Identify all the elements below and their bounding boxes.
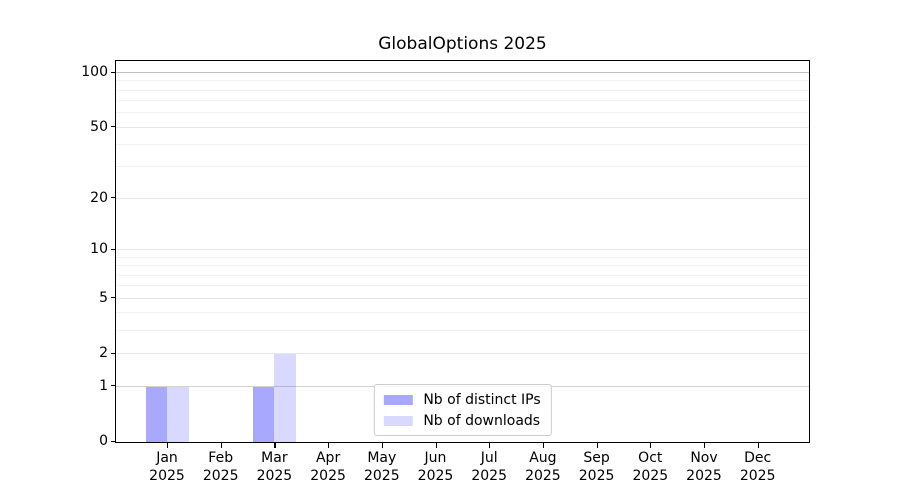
- x-tick-year: 2025: [417, 468, 454, 484]
- gridline-minor: [116, 265, 809, 267]
- y-tick-label: 50: [90, 118, 108, 135]
- x-tick-month: Mar: [261, 450, 288, 466]
- x-tick-month: May: [367, 450, 397, 466]
- bar-downloads-jan: [167, 386, 189, 442]
- x-tick-mark: [381, 443, 383, 448]
- gridline-major: [116, 249, 809, 251]
- x-tick-month: Oct: [638, 450, 663, 466]
- x-tick-mark: [757, 443, 759, 448]
- gridline-minor: [116, 89, 809, 91]
- y-tick-mark: [110, 297, 115, 299]
- gridline-minor: [116, 285, 809, 287]
- y-tick-label: 5: [99, 289, 108, 306]
- y-tick-label: 0: [99, 433, 108, 449]
- chart-title: GlobalOptions 2025: [378, 34, 547, 54]
- y-tick-label: 100: [81, 64, 108, 81]
- y-tick-mark: [110, 126, 115, 128]
- x-tick-month: Feb: [208, 450, 234, 466]
- x-tick-label-mar: Mar 2025: [257, 449, 293, 485]
- x-tick-month: Aug: [529, 450, 557, 466]
- gridline-minor: [116, 100, 809, 102]
- y-tick-mark: [110, 197, 115, 199]
- x-tick-mark: [650, 443, 652, 448]
- x-tick-year: 2025: [256, 468, 293, 484]
- y-tick-mark: [110, 385, 115, 387]
- x-tick-year: 2025: [202, 468, 239, 484]
- legend-swatch-distinct-ips: [383, 394, 413, 405]
- gridline-minor: [116, 330, 809, 332]
- plot-area: Dec 2025 Nov 2025 Oct 2025 Sep 2025 Aug 2025 Jul 20…: [81, 60, 810, 484]
- bar-distinct-ips-mar: [252, 386, 275, 442]
- legend-entry-downloads: Nb of downloads: [383, 412, 540, 429]
- legend-label: Nb of distinct IPs: [423, 391, 541, 408]
- bar-downloads-mar: [274, 354, 296, 442]
- gridline-major: [116, 197, 809, 199]
- x-tick-label-jun: Jun 2025: [418, 449, 454, 485]
- gridline-minor: [116, 274, 809, 276]
- x-tick-mark: [704, 443, 706, 448]
- x-tick-month: Sep: [583, 450, 610, 466]
- gridline-minor: [116, 166, 809, 168]
- x-tick-label-jul: Jul 2025: [471, 449, 507, 485]
- legend: Nb of distinct IPs Nb of downloads: [373, 384, 552, 436]
- x-tick-month: Dec: [744, 450, 772, 466]
- x-tick-label-aug: Aug 2025: [525, 449, 561, 485]
- gridline-minor: [116, 312, 809, 314]
- x-tick-label-may: May 2025: [364, 449, 400, 485]
- x-tick-month: Jun: [424, 450, 447, 466]
- gridline-major: [116, 72, 809, 74]
- x-tick-year: 2025: [471, 468, 508, 484]
- y-tick-label: 10: [90, 241, 108, 258]
- x-tick-label-dec: Dec 2025: [740, 449, 776, 485]
- y-tick-mark: [110, 71, 115, 73]
- x-tick-mark: [596, 443, 598, 448]
- gridline-major: [116, 353, 809, 355]
- bar-distinct-ips-jan: [145, 386, 167, 442]
- y-tick-label: 20: [90, 189, 108, 206]
- gridline-major: [116, 126, 809, 128]
- x-tick-year: 2025: [632, 468, 669, 484]
- legend-entry-distinct-ips: Nb of distinct IPs: [383, 391, 541, 408]
- gridline-minor: [116, 144, 809, 146]
- x-tick-label-jan: Jan 2025: [149, 449, 185, 485]
- gridline-minor: [116, 112, 809, 114]
- x-tick-mark: [328, 443, 330, 448]
- x-tick-year: 2025: [525, 468, 561, 484]
- y-tick-mark: [110, 352, 115, 354]
- legend-label: Nb of downloads: [423, 412, 541, 429]
- x-tick-mark: [489, 443, 491, 448]
- y-tick-mark: [110, 248, 115, 250]
- x-tick-year: 2025: [686, 468, 722, 484]
- x-tick-label-feb: Feb 2025: [203, 449, 239, 485]
- x-tick-label-sep: Sep 2025: [579, 449, 615, 485]
- legend-swatch-downloads: [383, 415, 413, 426]
- x-tick-mark: [435, 443, 437, 448]
- x-tick-month: Jan: [156, 450, 178, 466]
- x-tick-year: 2025: [310, 468, 346, 484]
- x-tick-mark: [167, 443, 169, 448]
- gridline-major: [116, 297, 809, 299]
- gridline-minor: [116, 80, 809, 82]
- x-tick-label-apr: Apr 2025: [310, 449, 346, 485]
- x-tick-month: Nov: [690, 450, 718, 466]
- x-tick-mark: [220, 443, 222, 448]
- x-tick-mark: [274, 443, 276, 448]
- y-tick-label: 1: [99, 377, 108, 394]
- y-tick-mark: [110, 440, 115, 442]
- x-tick-label-oct: Oct 2025: [632, 449, 668, 485]
- x-tick-label-nov: Nov 2025: [686, 449, 722, 485]
- x-tick-year: 2025: [363, 468, 400, 484]
- gridline-minor: [116, 256, 809, 258]
- x-tick-mark: [542, 443, 545, 448]
- x-tick-year: 2025: [149, 468, 185, 484]
- y-tick-label: 2: [99, 345, 108, 362]
- x-tick-year: 2025: [739, 468, 776, 484]
- x-tick-year: 2025: [578, 468, 615, 484]
- x-tick-month: Jul: [480, 450, 498, 466]
- x-tick-month: Apr: [315, 450, 341, 466]
